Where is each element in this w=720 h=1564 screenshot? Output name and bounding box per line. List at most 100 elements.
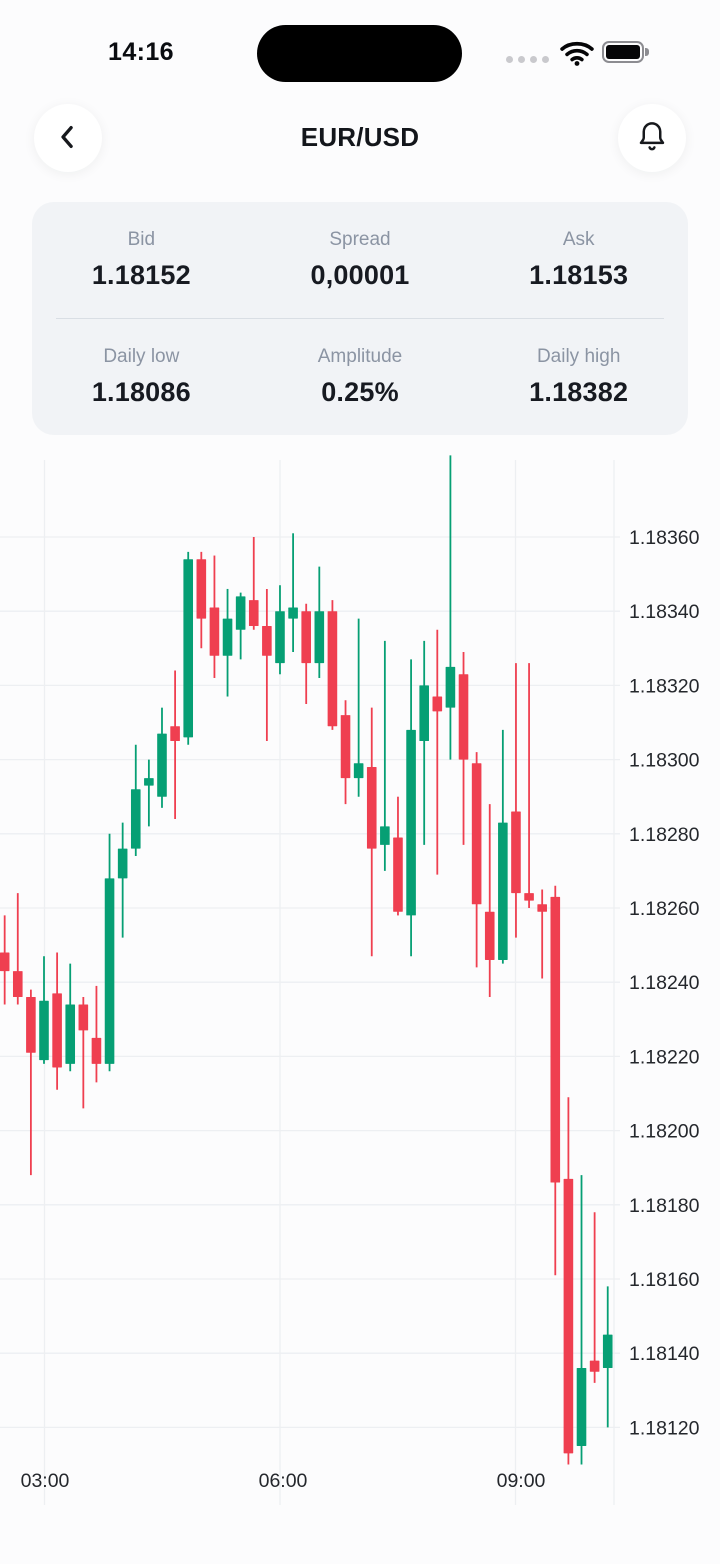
candle-body-down — [262, 626, 272, 656]
y-axis-tick-label: 1.18280 — [629, 824, 700, 846]
candle-body-down — [91, 1037, 102, 1064]
stats-divider — [56, 318, 664, 319]
stats-row-bottom: Daily low 1.18086 Amplitude 0.25% Daily … — [32, 319, 688, 435]
candle-body-down — [511, 811, 521, 894]
stat-spread: Spread 0,00001 — [251, 229, 470, 291]
y-axis-tick-label: 1.18320 — [629, 675, 700, 697]
candle-body-down — [340, 715, 351, 779]
candle-body-down — [432, 696, 443, 712]
x-axis-tick-label: 09:00 — [497, 1470, 546, 1492]
y-axis-tick-label: 1.18300 — [629, 750, 700, 772]
candle-body-down — [393, 837, 403, 912]
stat-label: Ask — [562, 229, 595, 250]
candle-body-down — [484, 911, 495, 960]
stat-value: 1.18382 — [529, 377, 629, 407]
battery-charge-level — [606, 45, 640, 59]
candle-body-up — [39, 1000, 49, 1061]
candle-body-down — [301, 611, 311, 664]
stat-label: Amplitude — [317, 346, 403, 367]
stat-amplitude: Amplitude 0.25% — [251, 346, 470, 408]
candle-body-down — [589, 1360, 600, 1372]
candle-body-up — [130, 789, 141, 849]
candle-body-up — [498, 822, 508, 960]
page-title: EUR/USD — [300, 122, 420, 152]
candle-body-up — [314, 611, 325, 664]
notifications-button[interactable] — [618, 104, 686, 172]
x-axis-tick-label: 06:00 — [259, 1470, 308, 1492]
candle-body-down — [563, 1178, 574, 1454]
wifi-icon — [560, 40, 594, 71]
y-axis-tick-label: 1.18140 — [629, 1343, 700, 1365]
candle-body-up — [445, 666, 456, 708]
y-axis-tick-label: 1.18260 — [629, 898, 700, 920]
candle-body-up — [406, 729, 416, 916]
header: EUR/USD — [0, 104, 720, 174]
back-button[interactable] — [34, 104, 102, 172]
y-axis-tick-label: 1.18340 — [629, 601, 700, 623]
candle-body-down — [78, 1004, 89, 1031]
candle-body-up — [419, 685, 429, 742]
candle-body-up — [602, 1334, 613, 1369]
candle-body-down — [12, 971, 23, 998]
candle-body-down — [524, 893, 534, 901]
y-axis-tick-label: 1.18160 — [629, 1269, 700, 1291]
candle-body-up — [235, 596, 246, 630]
y-axis-tick-label: 1.18240 — [629, 972, 700, 994]
stat-value: 0.25% — [321, 377, 399, 407]
y-axis-tick-label: 1.18180 — [629, 1195, 700, 1217]
candle-body-down — [248, 600, 259, 627]
stats-row-top: Bid 1.18152 Spread 0,00001 Ask 1.18153 — [32, 202, 688, 318]
stat-label: Daily low — [103, 346, 180, 367]
quote-stats-card: Bid 1.18152 Spread 0,00001 Ask 1.18153 D… — [32, 202, 688, 435]
stat-value: 0,00001 — [310, 260, 410, 290]
candle-body-up — [183, 559, 194, 738]
bell-icon — [636, 120, 668, 157]
y-axis-tick-label: 1.18200 — [629, 1121, 700, 1143]
stat-bid: Bid 1.18152 — [32, 229, 251, 291]
candle-body-down — [196, 559, 207, 619]
candle-body-down — [537, 904, 547, 912]
stat-daily-low: Daily low 1.18086 — [32, 346, 251, 408]
candle-body-down — [471, 763, 482, 905]
stat-label: Spread — [329, 229, 391, 250]
dynamic-island — [257, 25, 462, 82]
status-time: 14:16 — [108, 38, 174, 66]
y-axis-tick-label: 1.18220 — [629, 1046, 700, 1068]
candle-body-down — [170, 726, 180, 742]
candle-body-down — [458, 674, 469, 760]
candle-body-down — [327, 611, 338, 727]
stat-daily-high: Daily high 1.18382 — [469, 346, 688, 408]
cellular-signal-dots-icon — [506, 56, 549, 63]
candle-body-up — [104, 878, 115, 1064]
candle-body-up — [222, 618, 233, 656]
candle-body-up — [144, 778, 154, 786]
candle-body-up — [288, 607, 298, 619]
candle-body-down — [26, 997, 36, 1053]
stat-label: Daily high — [536, 346, 621, 367]
candle-body-down — [550, 896, 561, 1183]
candle-body-up — [65, 1004, 76, 1064]
candle-body-down — [0, 952, 10, 972]
y-axis-tick-label: 1.18360 — [629, 527, 700, 549]
candle-body-down — [52, 993, 62, 1068]
candle-body-down — [366, 767, 377, 849]
candle-body-up — [275, 611, 285, 664]
stat-value: 1.18086 — [91, 377, 191, 407]
stat-ask: Ask 1.18153 — [469, 229, 688, 291]
chevron-left-icon — [53, 122, 83, 155]
price-chart-svg[interactable]: 1.18360 1.18340 1.18320 1.18300 1.18280 1.182… — [0, 440, 720, 1564]
stat-label: Bid — [127, 229, 156, 250]
candle-body-up — [380, 826, 390, 845]
candle-body-up — [576, 1368, 587, 1446]
status-bar: 14:16 — [0, 0, 720, 106]
battery-icon — [602, 41, 649, 63]
x-axis-tick-label: 03:00 — [21, 1470, 70, 1492]
candle-body-up — [157, 733, 167, 797]
stat-value: 1.18153 — [529, 260, 629, 290]
y-axis-tick-label: 1.18120 — [629, 1417, 700, 1439]
candle-body-down — [209, 607, 220, 656]
candle-body-up — [353, 763, 364, 779]
stat-value: 1.18152 — [91, 260, 191, 290]
candle-body-up — [117, 848, 128, 879]
